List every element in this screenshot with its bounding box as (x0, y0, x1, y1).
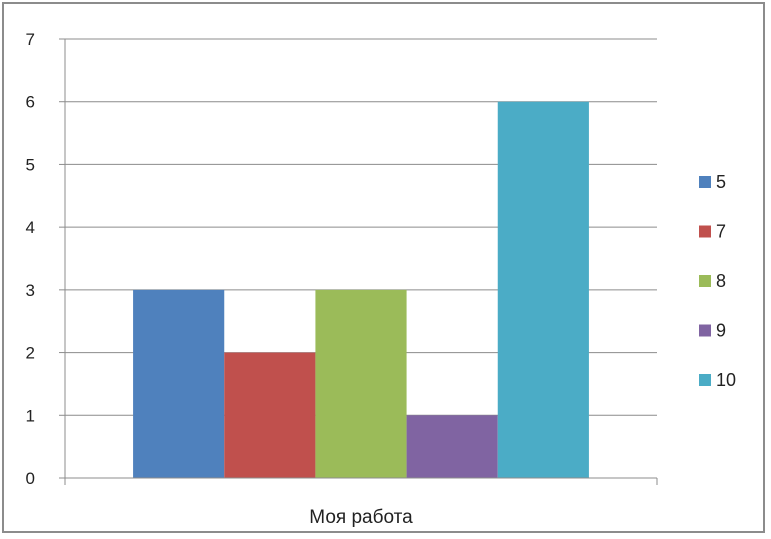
legend-swatch (699, 275, 711, 287)
y-tick-label: 3 (26, 281, 35, 300)
legend-label: 7 (716, 222, 726, 242)
y-tick-label: 2 (26, 344, 35, 363)
legend-label: 5 (716, 172, 726, 192)
bar-series-7 (224, 352, 316, 478)
bar-series-9 (406, 415, 498, 478)
legend-swatch (699, 225, 711, 238)
legend-swatch (699, 324, 711, 337)
legend-label: 9 (716, 321, 726, 341)
y-tick-label: 4 (26, 218, 35, 237)
bar-series-8 (315, 289, 407, 478)
legend-label: 8 (716, 271, 726, 291)
y-tick-label: 1 (26, 406, 35, 425)
legend-label: 10 (716, 370, 736, 390)
y-tick-label: 0 (26, 469, 35, 488)
bars (133, 101, 589, 478)
y-tick-label: 7 (26, 30, 35, 49)
bar-series-10 (497, 101, 589, 478)
axes: 0 1 2 3 4 5 6 7 Моя работа (26, 30, 658, 528)
x-category-label: Моя работа (309, 507, 413, 528)
y-tick-label: 6 (26, 93, 35, 112)
bar-series-5 (133, 289, 225, 478)
y-tick-label: 5 (26, 155, 35, 174)
legend-swatch (699, 176, 711, 188)
legend-swatch (699, 374, 711, 386)
legend: 5 7 8 9 10 (699, 172, 736, 390)
